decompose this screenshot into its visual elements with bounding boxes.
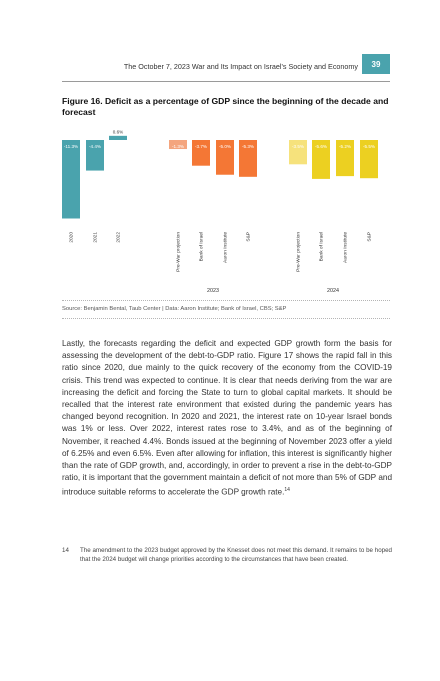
chart-group-label: 2023 bbox=[207, 288, 219, 294]
chart-category-label: 2021 bbox=[93, 232, 99, 243]
chart-bar bbox=[312, 140, 330, 179]
chart-data-label: -4.4% bbox=[89, 144, 101, 149]
chart-bar bbox=[239, 140, 257, 177]
chart-data-label: -5.3% bbox=[242, 144, 254, 149]
page-number-badge: 39 bbox=[362, 54, 390, 74]
header-divider bbox=[62, 81, 390, 82]
chart-bar bbox=[62, 140, 80, 219]
running-header: The October 7, 2023 War and Its Impact o… bbox=[0, 54, 440, 76]
figure-source: Source: Benjamin Bental, Taub Center | D… bbox=[62, 306, 287, 312]
figure-title: Figure 16. Deficit as a percentage of GD… bbox=[62, 96, 389, 117]
chart-data-label: -5.5% bbox=[363, 144, 375, 149]
chart-group-label: 2024 bbox=[327, 288, 339, 294]
chart-category-label: Aaron Institute bbox=[343, 232, 349, 263]
chart-bar bbox=[360, 140, 378, 179]
chart-bar bbox=[169, 140, 187, 150]
figure-divider bbox=[62, 300, 390, 301]
chart-bar bbox=[109, 135, 127, 140]
footnote-number: 14 bbox=[62, 547, 69, 554]
chart-data-label: 0.6% bbox=[113, 129, 123, 134]
chart-category-label: Pre-War projection bbox=[296, 232, 302, 272]
running-header-title: The October 7, 2023 War and Its Impact o… bbox=[123, 62, 358, 71]
chart-bar bbox=[336, 140, 354, 177]
chart-data-label: -3.7% bbox=[195, 144, 207, 149]
body-paragraph: Lastly, the forecasts regarding the defi… bbox=[62, 338, 392, 499]
chart-category-label: Pre-War projection bbox=[176, 232, 182, 272]
figure-divider-bottom bbox=[62, 318, 390, 319]
chart-bar bbox=[192, 140, 210, 166]
footnote-text: The amendment to the 2023 budget approve… bbox=[80, 547, 392, 563]
deficit-bar-chart: -11.3% 2020 -4.4% 2021 0.6% 2022 -1.3% Pre-War … bbox=[62, 129, 378, 294]
chart-data-label: -1.3% bbox=[172, 144, 184, 149]
body-paragraph-text: Lastly, the forecasts regarding the defi… bbox=[62, 339, 392, 498]
chart-bar bbox=[86, 140, 104, 171]
chart-category-label: Bank of Israel bbox=[319, 232, 325, 261]
chart-bar bbox=[289, 140, 307, 165]
chart-data-label: -5.6% bbox=[315, 144, 327, 149]
chart-category-label: 2020 bbox=[69, 232, 75, 243]
chart-data-label: -11.3% bbox=[64, 144, 78, 149]
chart-category-label: S&P bbox=[367, 232, 373, 242]
chart-category-label: Bank of Israel bbox=[199, 232, 205, 261]
chart-category-label: Aaron Institute bbox=[223, 232, 229, 263]
chart-category-label: S&P bbox=[246, 232, 252, 242]
chart-data-label: -3.5% bbox=[292, 144, 304, 149]
chart-data-label: -5.0% bbox=[219, 144, 231, 149]
footnote-reference[interactable]: 14 bbox=[284, 487, 290, 494]
chart-data-label: -5.2% bbox=[339, 144, 351, 149]
chart-category-label: 2022 bbox=[116, 232, 122, 243]
chart-bar bbox=[216, 140, 234, 175]
